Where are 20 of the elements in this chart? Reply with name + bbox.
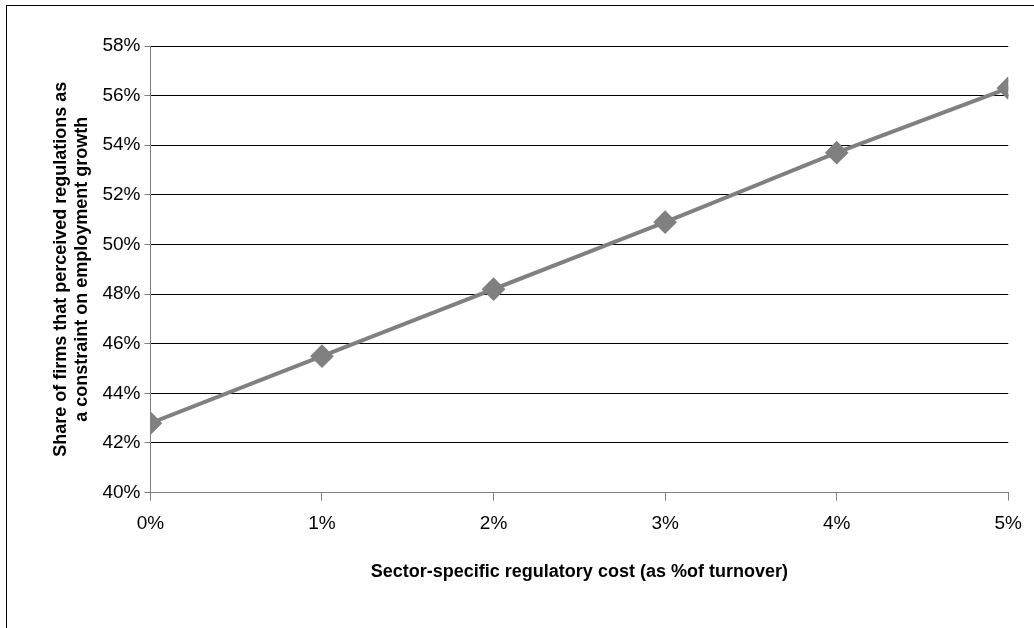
x-axis-title: Sector-specific regulatory cost (as %of turnover) <box>370 561 788 582</box>
x-tick-label: 0% <box>136 512 165 534</box>
point <box>654 211 677 234</box>
y-tick-label: 42% <box>102 431 141 453</box>
y-tick-label: 54% <box>102 133 141 155</box>
y-tick-label: 44% <box>102 381 141 403</box>
x-tick-label: 5% <box>994 512 1023 534</box>
x-tick-label: 1% <box>308 512 336 534</box>
y-tick-label: 48% <box>102 282 141 304</box>
y-axis-title: Share of firms that perceived regulations as a constraint on employment growth <box>50 81 92 457</box>
y-tick-label: 50% <box>102 232 141 254</box>
y-tick-label: 46% <box>102 331 141 353</box>
x-tick-label: 2% <box>479 512 508 534</box>
y-tick-label: 58% <box>102 34 141 56</box>
x-tick-label: 3% <box>651 512 679 534</box>
y-tick-label: 56% <box>102 83 141 105</box>
y-tick-label: 52% <box>102 183 141 205</box>
point <box>482 278 505 301</box>
y-tick-label: 40% <box>102 480 141 502</box>
x-tick-label: 4% <box>822 512 851 534</box>
